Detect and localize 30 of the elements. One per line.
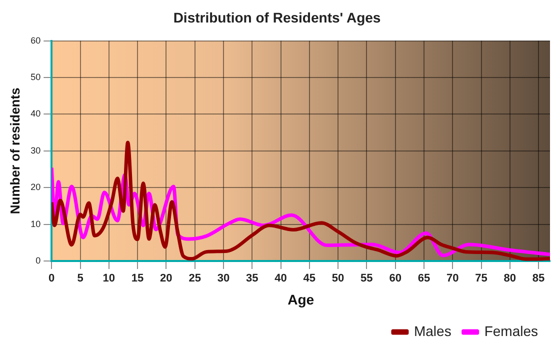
y-tick-label: 40 — [30, 108, 41, 119]
x-tick-label: 10 — [102, 272, 116, 285]
legend-label: Females — [484, 322, 538, 339]
y-axis-title: Number of residents — [7, 88, 22, 214]
x-tick-label: 0 — [48, 272, 55, 285]
y-tick-label: 50 — [30, 72, 41, 82]
legend-label: Males — [414, 322, 452, 339]
x-tick-label: 50 — [332, 272, 344, 285]
x-tick-label: 80 — [504, 272, 516, 285]
x-axis-title: Age — [288, 291, 314, 308]
x-tick-label: 15 — [131, 272, 144, 285]
y-tick-label: 30 — [30, 145, 41, 156]
chart-title: Distribution of Residents' Ages — [173, 9, 381, 26]
x-tick-label: 75 — [475, 272, 488, 285]
x-tick-label: 85 — [532, 272, 545, 285]
x-tick-label: 55 — [360, 272, 373, 285]
x-tick-label: 20 — [160, 272, 172, 285]
x-tick-label: 35 — [246, 272, 258, 285]
x-tick-label: 70 — [446, 272, 459, 285]
y-tick-label: 0 — [36, 255, 41, 266]
x-tick-label: 45 — [303, 272, 316, 285]
x-tick-label: 25 — [188, 272, 201, 285]
y-tick-label: 60 — [30, 35, 41, 46]
x-tick-label: 65 — [418, 272, 430, 285]
y-tick-label: 20 — [30, 182, 41, 192]
x-tick-label: 30 — [217, 272, 230, 285]
x-tick-label: 40 — [274, 272, 287, 285]
x-tick-label: 5 — [77, 272, 84, 285]
x-tick-label: 60 — [389, 272, 402, 285]
y-tick-label: 10 — [30, 218, 41, 229]
